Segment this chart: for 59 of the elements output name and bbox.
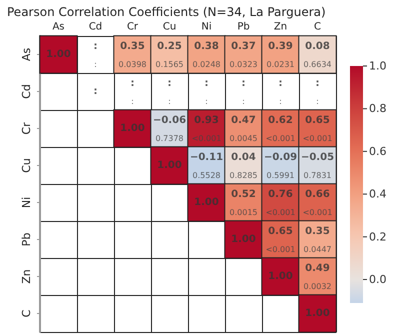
text: : : [242, 78, 246, 106]
color-bar-label: 1.0 [369, 60, 386, 72]
data-label: −0.06 0.7378 [152, 115, 186, 143]
data-label: 0.04 0.8285 [230, 152, 258, 180]
y-tick-label: Cr [20, 122, 33, 135]
data-label: 0.49 0.0032 [304, 263, 332, 291]
data-label: −0.11 0.5528 [190, 152, 224, 180]
data-label: 0.65 <0.001 [266, 226, 296, 254]
text: : : [278, 78, 282, 106]
text: : : [316, 78, 320, 106]
data-label: −0.09 0.5991 [264, 152, 298, 180]
x-tick-label: Cr [126, 22, 139, 32]
data-label: 1.00 [194, 197, 219, 208]
data-label: 0.35 0.0447 [304, 226, 332, 254]
x-tick-label: Cd [88, 22, 102, 32]
x-tick-label: Ni [201, 22, 212, 32]
text: : : [94, 41, 98, 69]
data-label: 0.47 0.0045 [230, 115, 258, 143]
x-tick-label: Cu [162, 22, 176, 32]
x-tick-label: Zn [274, 22, 288, 32]
data-label: 0.39 0.0231 [266, 41, 294, 69]
text: : [94, 86, 98, 97]
data-label: 0.93 <0.001 [192, 115, 222, 143]
y-tick-label: Cu [20, 158, 33, 173]
data-label: 1.00 [231, 234, 256, 245]
color-bar-label: 0.4 [369, 188, 386, 201]
data-label: 0.65 <0.001 [302, 115, 332, 143]
x-tick-label: As [52, 22, 65, 32]
data-label: 0.35 0.0398 [118, 41, 146, 69]
y-tick-label: C [20, 309, 33, 318]
chart-title: Pearson Correlation Coefficients (N=34, La Parguera) [7, 5, 326, 19]
x-tick-label: Pb [237, 22, 250, 32]
y-tick-label: Ni [20, 196, 33, 208]
data-label: 0.62 <0.001 [266, 115, 296, 143]
data-label: 0.66 <0.001 [302, 189, 332, 217]
y-tick-label: Cd [20, 84, 33, 99]
text: : : [168, 78, 172, 106]
data-label: 1.00 [268, 271, 293, 282]
text: : : [130, 78, 134, 106]
color-bar-label: 0.6 [369, 144, 386, 158]
data-label: 1.00 [305, 308, 330, 319]
data-label: 0.08 0.6634 [304, 41, 332, 69]
data-label: 1.00 [46, 49, 71, 60]
color-bar-label: 0.2 [369, 230, 386, 244]
text: : : [204, 78, 208, 106]
y-tick-label: As [20, 48, 33, 62]
data-label: 1.00 [120, 123, 145, 134]
x-tick-label: C [314, 22, 322, 32]
data-label: 0.52 0.0015 [230, 189, 258, 217]
data-label: 0.76 <0.001 [266, 189, 296, 217]
data-label: −0.05 0.7831 [300, 152, 334, 180]
y-tick-label: Pb [20, 232, 33, 246]
data-label: 0.38 0.0248 [192, 41, 220, 69]
data-label: 0.25 0.1565 [156, 41, 184, 69]
y-tick-label: Zn [20, 269, 33, 284]
color-bar-label: 0.0 [369, 273, 386, 286]
color-bar-label: 0.8 [369, 102, 386, 116]
data-label: 1.00 [157, 160, 182, 171]
data-label: 0.37 0.0323 [230, 41, 258, 69]
